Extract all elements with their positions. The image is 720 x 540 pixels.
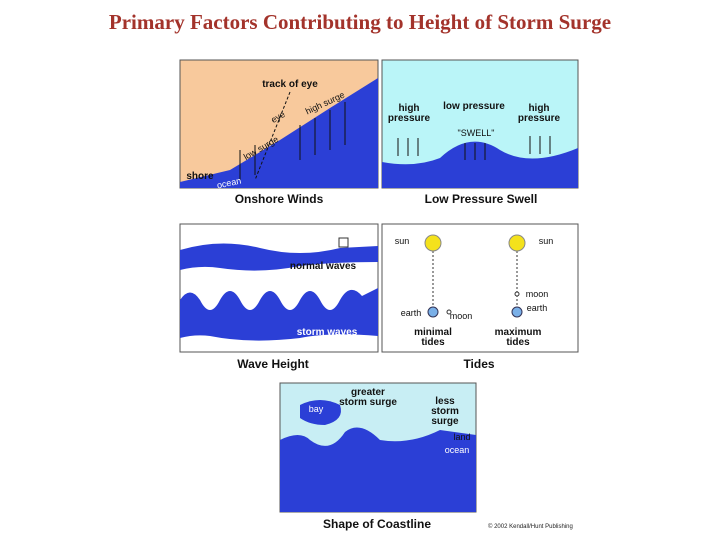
label: moon <box>449 311 473 321</box>
earth <box>427 306 439 318</box>
caption: Wave Height <box>237 357 309 371</box>
label: normal waves <box>289 261 357 272</box>
sun <box>424 234 442 252</box>
track-line <box>254 91 291 181</box>
label: maximum tides <box>494 327 542 348</box>
title: Primary Factors Contributing to Height o… <box>108 10 612 34</box>
house <box>338 237 349 248</box>
caption: Shape of Coastline <box>322 517 432 531</box>
sun <box>508 234 526 252</box>
label: earth <box>400 308 422 318</box>
label: low pressure <box>443 101 505 112</box>
label: less storm surge <box>431 396 459 427</box>
pressure-arrows <box>397 136 551 160</box>
storm-waves <box>180 288 378 341</box>
label: storm waves <box>296 327 358 338</box>
label: land <box>453 432 471 442</box>
label: sun <box>538 236 554 246</box>
wind-arrows <box>239 102 346 180</box>
label: "SWELL" <box>457 128 495 138</box>
normal-waves <box>180 243 378 271</box>
moon <box>514 291 520 297</box>
earth <box>511 306 523 318</box>
label: high pressure <box>387 103 431 124</box>
caption: Onshore Winds <box>234 192 324 206</box>
tide-lines <box>432 243 518 310</box>
bay <box>300 400 341 425</box>
label: earth <box>526 303 548 313</box>
label: sun <box>394 236 410 246</box>
moon <box>446 309 452 315</box>
credit: © 2002 Kendall/Hunt Publishing <box>488 524 573 530</box>
label: greater storm surge <box>339 387 397 408</box>
panel-bg <box>381 223 579 353</box>
label: ocean <box>444 445 470 455</box>
caption: Low Pressure Swell <box>424 192 538 206</box>
label: shore <box>186 171 214 182</box>
caption: Tides <box>463 357 495 371</box>
water <box>382 141 578 188</box>
label: high pressure <box>517 103 561 124</box>
label: track of eye <box>262 79 318 90</box>
ocean <box>280 427 476 512</box>
label: minimal tides <box>414 327 452 348</box>
ocean <box>180 78 378 188</box>
label: bay <box>308 404 324 414</box>
label: moon <box>525 289 549 299</box>
